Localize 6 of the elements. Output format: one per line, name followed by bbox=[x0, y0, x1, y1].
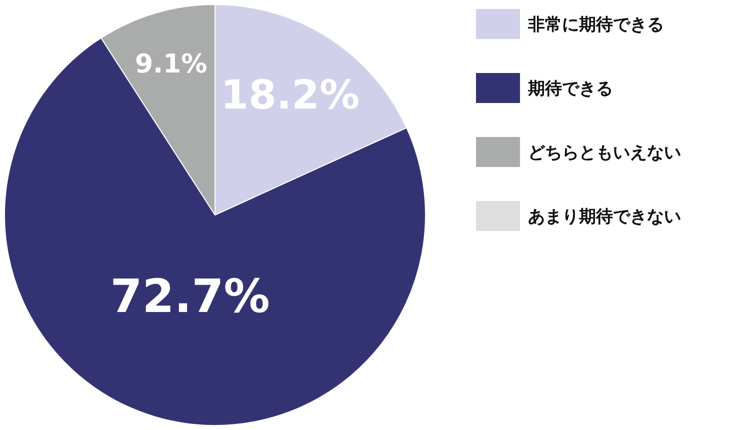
data-label: 72.7% bbox=[110, 268, 270, 323]
legend-label: 非常に期待できる bbox=[528, 14, 664, 36]
legend-label: 期待できる bbox=[528, 78, 613, 100]
legend-label: あまり期待できない bbox=[528, 206, 681, 228]
legend-label: どちらともいえない bbox=[528, 142, 681, 164]
data-label: 9.1% bbox=[135, 49, 208, 80]
